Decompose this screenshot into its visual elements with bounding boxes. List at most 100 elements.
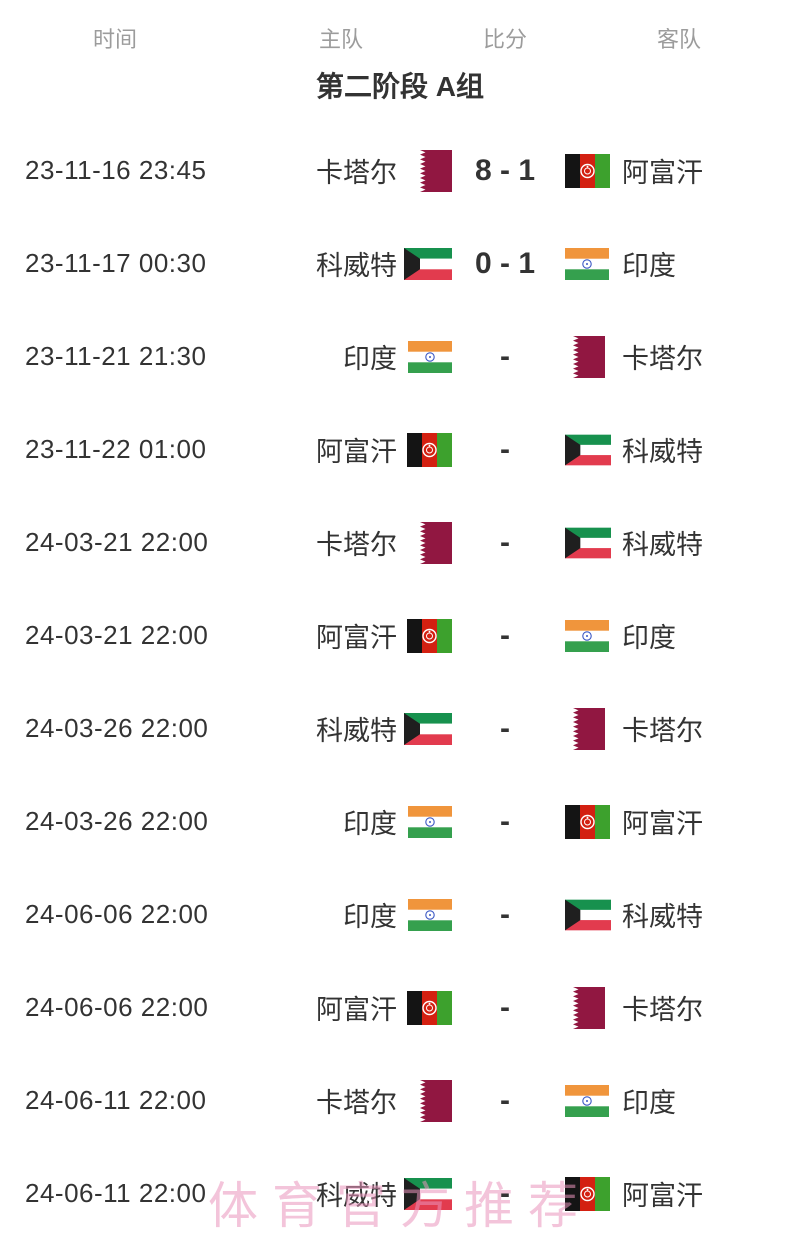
home-team-name: 阿富汗 [316, 995, 397, 1025]
away-team-name: 阿富汗 [622, 158, 703, 188]
away-cell: 阿富汗 [558, 151, 800, 190]
away-cell: 印度 [558, 616, 800, 655]
qatar-flag-icon [404, 521, 452, 564]
match-time: 23-11-21 21:30 [25, 341, 207, 371]
away-team-name: 卡塔尔 [622, 344, 703, 374]
afghanistan-flag-icon [404, 432, 452, 467]
match-time: 24-03-26 22:00 [25, 713, 209, 743]
home-team-name: 科威特 [316, 716, 397, 746]
india-flag-icon [565, 1084, 611, 1117]
kuwait-flag-icon [404, 1177, 452, 1210]
away-cell: 印度 [558, 1081, 800, 1120]
away-cell: 科威特 [558, 523, 800, 562]
match-row[interactable]: 24-06-11 22:00 卡塔尔 - 印度 [0, 1054, 800, 1147]
home-cell: 阿富汗 [230, 616, 452, 655]
match-row[interactable]: 23-11-17 00:30 科威特 0 - 1 印度 [0, 217, 800, 310]
match-row[interactable]: 24-03-21 22:00 卡塔尔 - 科威特 [0, 496, 800, 589]
home-team-name: 阿富汗 [316, 437, 397, 467]
match-row[interactable]: 24-03-26 22:00 印度 - 阿富汗 [0, 775, 800, 868]
kuwait-flag-icon [565, 527, 611, 559]
home-cell: 印度 [230, 802, 452, 841]
home-cell: 科威特 [230, 1174, 452, 1213]
away-cell: 印度 [558, 244, 800, 283]
home-cell: 卡塔尔 [230, 149, 452, 192]
afghanistan-flag-icon [565, 804, 611, 839]
match-row[interactable]: 24-03-26 22:00 科威特 - 卡塔尔 [0, 682, 800, 775]
match-row[interactable]: 24-06-11 22:00 科威特 - 阿富汗 [0, 1147, 800, 1240]
india-flag-icon [404, 340, 452, 373]
away-team-name: 科威特 [622, 437, 703, 467]
column-header-time: 时间 [92, 27, 137, 52]
home-team-name: 阿富汗 [316, 623, 397, 653]
afghanistan-flag-icon [565, 1176, 611, 1211]
match-score: - [500, 618, 510, 652]
afghanistan-flag-icon [404, 618, 452, 653]
home-cell: 卡塔尔 [230, 521, 452, 564]
india-flag-icon [404, 898, 452, 931]
away-team-name: 印度 [622, 623, 676, 653]
away-team-name: 科威特 [622, 530, 703, 560]
match-row[interactable]: 23-11-22 01:00 阿富汗 - 科威特 [0, 403, 800, 496]
qatar-flag-icon [404, 1079, 452, 1122]
match-time: 24-03-21 22:00 [25, 527, 209, 557]
home-team-name: 科威特 [316, 251, 397, 281]
home-cell: 科威特 [230, 709, 452, 748]
away-team-name: 印度 [622, 1088, 676, 1118]
match-time: 24-06-11 22:00 [25, 1085, 207, 1115]
away-team-name: 阿富汗 [622, 1181, 703, 1211]
match-schedule-page: 时间 主队 比分 客队 第二阶段 A组 23-11-16 23:45 卡塔尔 8… [0, 14, 800, 1240]
away-cell: 阿富汗 [558, 802, 800, 841]
home-cell: 阿富汗 [230, 430, 452, 469]
india-flag-icon [404, 805, 452, 838]
kuwait-flag-icon [404, 712, 452, 745]
qatar-flag-icon [404, 149, 452, 192]
match-time: 23-11-22 01:00 [25, 434, 207, 464]
away-cell: 阿富汗 [558, 1174, 800, 1213]
match-score: - [500, 1083, 510, 1117]
away-team-name: 科威特 [622, 902, 703, 932]
away-cell: 卡塔尔 [558, 335, 800, 378]
match-row[interactable]: 24-06-06 22:00 印度 - 科威特 [0, 868, 800, 961]
qatar-flag-icon [565, 986, 611, 1029]
match-time: 24-06-06 22:00 [25, 899, 209, 929]
home-cell: 阿富汗 [230, 988, 452, 1027]
match-score: - [500, 1176, 510, 1210]
away-team-name: 印度 [622, 251, 676, 281]
home-team-name: 卡塔尔 [316, 530, 397, 560]
match-score: - [500, 432, 510, 466]
match-score: - [500, 525, 510, 559]
away-team-name: 卡塔尔 [622, 995, 703, 1025]
match-score: - [500, 990, 510, 1024]
home-team-name: 卡塔尔 [316, 158, 397, 188]
match-score: - [500, 897, 510, 931]
match-score: - [500, 339, 510, 373]
match-row[interactable]: 23-11-16 23:45 卡塔尔 8 - 1 阿富汗 [0, 124, 800, 217]
match-row[interactable]: 24-03-21 22:00 阿富汗 - 印度 [0, 589, 800, 682]
away-team-name: 卡塔尔 [622, 716, 703, 746]
match-row[interactable]: 24-06-06 22:00 阿富汗 - 卡塔尔 [0, 961, 800, 1054]
table-header: 时间 主队 比分 客队 [0, 14, 800, 62]
kuwait-flag-icon [565, 434, 611, 466]
away-team-name: 阿富汗 [622, 809, 703, 839]
india-flag-icon [565, 619, 611, 652]
home-cell: 印度 [230, 895, 452, 934]
column-header-home: 主队 [318, 27, 363, 52]
match-time: 24-06-11 22:00 [25, 1178, 207, 1208]
match-time: 24-06-06 22:00 [25, 992, 209, 1022]
match-score: - [500, 804, 510, 838]
qatar-flag-icon [565, 335, 611, 378]
match-score: 0 - 1 [474, 246, 536, 280]
home-team-name: 科威特 [316, 1181, 397, 1211]
match-list: 23-11-16 23:45 卡塔尔 8 - 1 阿富汗 23-11-17 00… [0, 112, 800, 1240]
home-team-name: 印度 [343, 902, 397, 932]
qatar-flag-icon [565, 707, 611, 750]
afghanistan-flag-icon [404, 990, 452, 1025]
match-score: 8 - 1 [474, 153, 536, 187]
match-row[interactable]: 23-11-21 21:30 印度 - 卡塔尔 [0, 310, 800, 403]
column-header-away: 客队 [656, 27, 701, 52]
match-time: 24-03-21 22:00 [25, 620, 209, 650]
kuwait-flag-icon [565, 899, 611, 931]
home-team-name: 印度 [343, 344, 397, 374]
match-score: - [500, 711, 510, 745]
away-cell: 科威特 [558, 895, 800, 934]
